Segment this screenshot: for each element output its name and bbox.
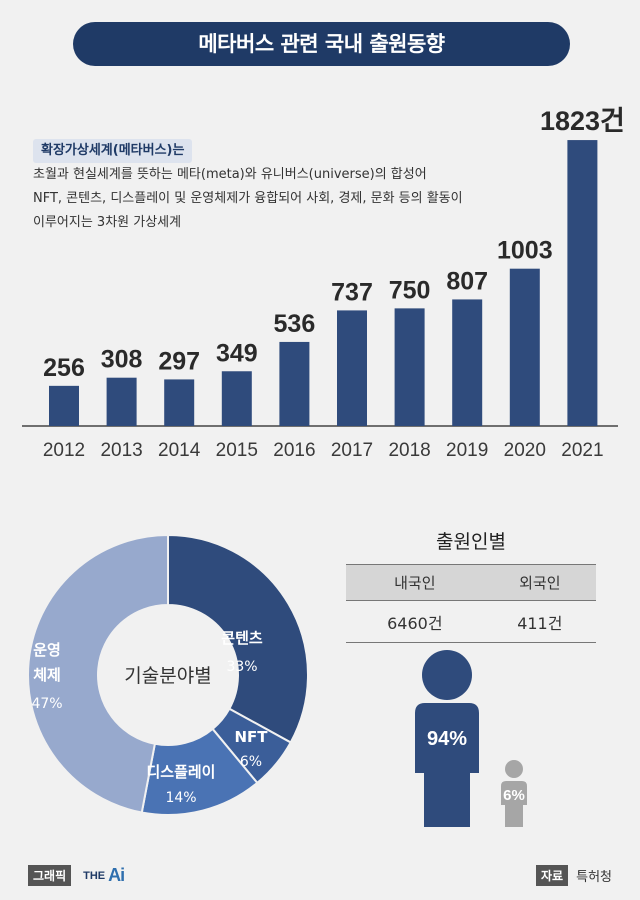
slice-percent-label: 14%: [165, 790, 196, 806]
bar-value-label: 1003: [497, 237, 553, 265]
yearly-filings-bar-chart: 256 2012 308 2013 297 2014 349 2015 536 2016 737 20…: [22, 106, 625, 461]
bar-2012: [49, 385, 79, 426]
applicant-people-icons: 94% 6%: [415, 650, 527, 827]
foreign-person-icon: [501, 781, 527, 827]
source-badge: 자료: [536, 865, 569, 886]
publisher-logo: THE Ai: [83, 865, 125, 886]
description-line-1: 초월과 현실세계를 뜻하는 메타(meta)와 유니버스(universe)의 …: [33, 167, 427, 182]
bar-value-label: 536: [274, 310, 316, 338]
bar-2020: [509, 268, 540, 426]
bar-value-label: 297: [158, 347, 200, 375]
domestic-person-head: [422, 650, 472, 700]
x-tick-label: 2013: [100, 440, 142, 461]
description-line-3: 이루어지는 3차원 가상세계: [33, 215, 182, 230]
value-foreign: 411건: [483, 600, 596, 643]
table-row: 6460건 411건: [346, 600, 596, 643]
bar-value-label: 737: [331, 278, 373, 306]
x-tick-label: 2020: [504, 440, 546, 461]
graphic-badge: 그래픽: [28, 865, 72, 886]
slice-name-label: 운영: [33, 641, 61, 659]
description-highlight: 확장가상세계(메타버스)는: [33, 139, 193, 163]
applicant-title: 출원인별: [436, 531, 506, 553]
bar-2014: [164, 379, 195, 426]
x-tick-label: 2014: [158, 440, 201, 461]
bar-value-label: 256: [43, 354, 85, 382]
bar-2016: [279, 341, 310, 426]
x-tick-label: 2018: [388, 440, 430, 461]
slice-percent-label: 47%: [31, 696, 62, 712]
slice-percent-label: 33%: [226, 659, 257, 675]
bar-value-label: 349: [216, 339, 258, 367]
bar-2019: [452, 299, 483, 426]
bar-value-label: 1823건: [540, 106, 625, 136]
header-foreign: 외국인: [483, 564, 596, 601]
bar-2021: [567, 140, 598, 426]
x-tick-label: 2021: [561, 440, 603, 461]
slice-name-label: 체제: [33, 666, 61, 684]
donut-slice-1: [167, 533, 309, 744]
source-value: 특허청: [576, 870, 612, 885]
x-tick-label: 2016: [273, 440, 315, 461]
applicant-table: 내국인 외국인 6460건 411건: [346, 564, 596, 643]
slice-name-label: 콘텐츠: [221, 629, 263, 647]
bar-2018: [394, 308, 425, 426]
bar-2013: [106, 377, 137, 426]
bar-2015: [221, 371, 252, 426]
foreign-person-head: [505, 760, 523, 778]
description-line-2: NFT, 콘텐츠, 디스플레이 및 운영체제가 융합되어 사회, 경제, 문화 …: [33, 191, 463, 206]
footer-credit: 그래픽 THE Ai: [28, 865, 125, 886]
foreign-percent: 6%: [503, 787, 525, 804]
slice-name-label: 디스플레이: [146, 763, 215, 781]
slice-percent-label: 6%: [240, 754, 262, 770]
x-tick-label: 2019: [446, 440, 488, 461]
bar-2017: [337, 310, 367, 426]
description: 확장가상세계(메타버스)는 초월과 현실세계를 뜻하는 메타(meta)와 유니…: [33, 139, 513, 235]
bar-value-label: 750: [389, 276, 431, 304]
domestic-person-icon: [415, 703, 479, 827]
x-tick-label: 2012: [43, 440, 85, 461]
bar-value-label: 807: [446, 267, 488, 295]
x-tick-label: 2017: [331, 440, 373, 461]
value-domestic: 6460건: [346, 600, 484, 643]
domestic-percent: 94%: [427, 728, 467, 750]
applicant-section: 출원인별 내국인 외국인 6460건 411건: [346, 527, 596, 643]
bar-value-label: 308: [101, 346, 143, 374]
slice-name-label: NFT: [234, 728, 268, 746]
footer-source: 자료 특허청: [536, 865, 612, 886]
header-domestic: 내국인: [346, 564, 484, 601]
logo-mark: Ai: [108, 865, 125, 885]
x-tick-label: 2015: [216, 440, 258, 461]
tech-field-donut-chart: 콘텐츠 33% NFT 6% 디스플레이 14% 운영체제 47% 기술분야별: [27, 533, 309, 816]
donut-center-label: 기술분야별: [124, 665, 211, 687]
donut-slice-4: [27, 533, 169, 814]
logo-prefix: THE: [83, 869, 106, 882]
page-title: 메타버스 관련 국내 출원동향: [73, 22, 570, 66]
